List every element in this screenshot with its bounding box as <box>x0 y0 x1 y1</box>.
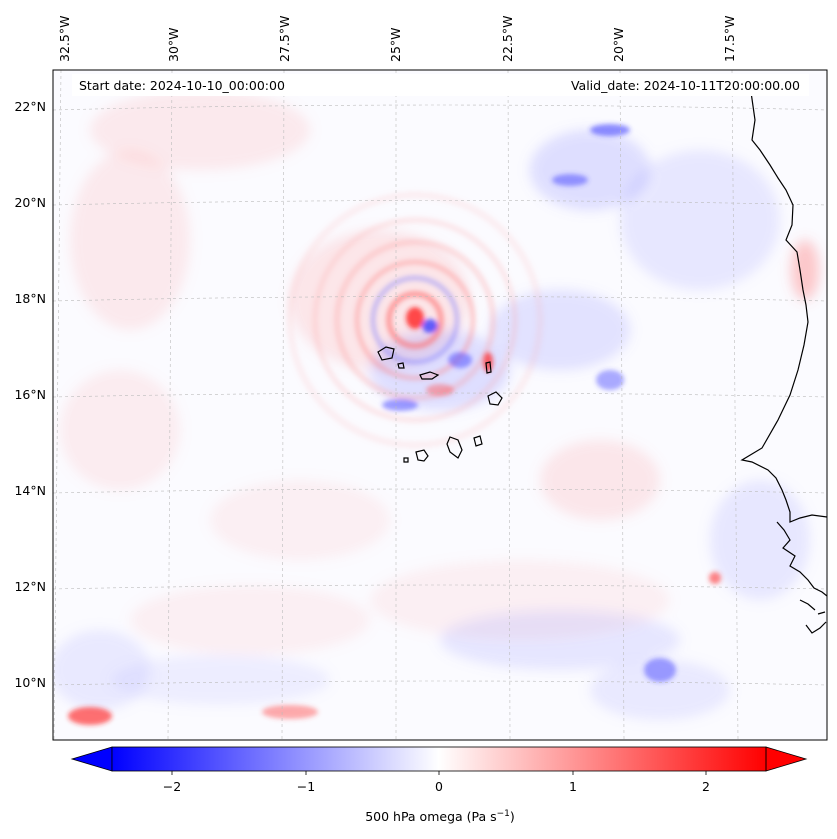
omega-patch <box>130 585 370 655</box>
map-frame <box>52 69 828 741</box>
omega-patch <box>210 480 390 560</box>
omega-cell <box>552 174 588 186</box>
lon-label: 22.5°W <box>500 16 515 62</box>
omega-field <box>53 70 827 740</box>
omega-ring <box>334 239 496 401</box>
omega-ring <box>386 291 444 349</box>
africa-coastline <box>776 521 827 597</box>
omega-cell <box>382 399 418 411</box>
meridian-line <box>167 70 173 740</box>
colorbar-tick-label: 0 <box>435 779 443 794</box>
colorbar-title-end: ) <box>510 809 515 824</box>
parallel-line <box>53 296 827 302</box>
island-sao-vicente <box>397 362 405 369</box>
island-santiago <box>446 436 463 459</box>
colorbar-tick-labels: −2 −1 0 1 2 <box>163 779 710 794</box>
omega-patch <box>490 290 630 370</box>
lat-label: 10°N <box>14 675 46 690</box>
omega-cell <box>422 319 438 333</box>
island-sal <box>485 361 492 374</box>
island-sao-nicolau <box>419 371 440 380</box>
colorbar-tick-label: −1 <box>297 779 315 794</box>
parallel-line <box>53 680 827 686</box>
lon-label: 20°W <box>611 27 626 62</box>
valid-date-label: Valid_date: 2024-10-11T20:00:00.00 <box>571 78 800 93</box>
island-fogo <box>415 449 429 462</box>
colorbar-ticks <box>171 771 707 775</box>
lon-label: 27.5°W <box>277 16 292 62</box>
omega-patch <box>60 370 180 490</box>
omega-patch <box>620 150 780 290</box>
omega-patch <box>590 660 730 720</box>
meridian-line <box>731 70 739 740</box>
lon-label: 25°W <box>388 27 403 62</box>
header-band <box>72 74 809 96</box>
omega-cell <box>590 124 630 136</box>
parallel-line <box>53 488 827 494</box>
colorbar-max-extend <box>765 746 808 772</box>
meridian-line <box>53 70 62 740</box>
coastlines <box>377 91 827 634</box>
omega-ring <box>312 217 518 423</box>
colorbar-tick-label: −2 <box>163 779 181 794</box>
colorbar-title-sup: −1 <box>497 809 510 819</box>
lon-label: 32.5°W <box>57 16 72 62</box>
omega-patch <box>540 440 660 520</box>
island-santo-antao <box>377 346 395 361</box>
latitude-labels: 22°N 20°N 18°N 16°N 14°N 12°N 10°N <box>14 99 46 690</box>
graticule <box>53 70 827 740</box>
map-panel: Start date: 2024-10-10_00:00:00 Valid_da… <box>14 16 828 741</box>
omega-patch <box>110 655 330 705</box>
parallel-line <box>53 584 827 590</box>
bijagos-islands <box>799 599 827 634</box>
omega-patch <box>90 90 310 170</box>
colorbar: −2 −1 0 1 2 500 hPa omega (Pa s−1) <box>70 746 808 824</box>
omega-ring <box>354 259 476 381</box>
start-date-label: Start date: 2024-10-10_00:00:00 <box>79 78 285 93</box>
island-boa-vista <box>487 391 503 406</box>
meridian-line <box>281 70 285 740</box>
omega-patch <box>440 610 680 670</box>
omega-cell <box>68 707 112 725</box>
colorbar-title: 500 hPa omega (Pa s−1) <box>365 809 515 824</box>
meridian-line <box>507 70 511 740</box>
lon-label: 30°W <box>166 27 181 62</box>
lat-label: 16°N <box>14 387 46 402</box>
island-maio <box>473 435 483 447</box>
parallel-line <box>53 392 827 398</box>
omega-patch <box>791 240 819 300</box>
colorbar-bar <box>112 747 766 771</box>
lon-label: 17.5°W <box>722 16 737 62</box>
omega-cell <box>406 307 424 329</box>
parallel-line <box>53 104 827 111</box>
omega-ring <box>370 275 460 365</box>
omega-patch <box>70 150 190 330</box>
lat-label: 22°N <box>14 99 46 114</box>
omega-cell <box>426 384 454 396</box>
parallel-line <box>53 200 827 206</box>
lat-label: 20°N <box>14 195 46 210</box>
omega-ring <box>286 191 544 449</box>
colorbar-tick-label: 2 <box>702 779 710 794</box>
colorbar-title-main: 500 hPa omega (Pa s <box>365 809 496 824</box>
omega-cell <box>596 370 624 390</box>
africa-coastline <box>740 91 827 523</box>
omega-cell <box>709 572 721 584</box>
omega-cell <box>644 658 676 682</box>
omega-cell <box>262 705 318 719</box>
lat-label: 12°N <box>14 579 46 594</box>
omega-patch <box>530 130 650 210</box>
lat-label: 18°N <box>14 291 46 306</box>
colorbar-min-extend <box>70 746 113 772</box>
omega-patch <box>710 480 810 600</box>
lat-label: 14°N <box>14 483 46 498</box>
omega-cell <box>448 352 472 368</box>
colorbar-tick-label: 1 <box>569 779 577 794</box>
island-brava <box>403 457 409 463</box>
meridian-line <box>619 70 625 740</box>
longitude-labels: 32.5°W 30°W 27.5°W 25°W 22.5°W 20°W 17.5… <box>57 16 737 62</box>
